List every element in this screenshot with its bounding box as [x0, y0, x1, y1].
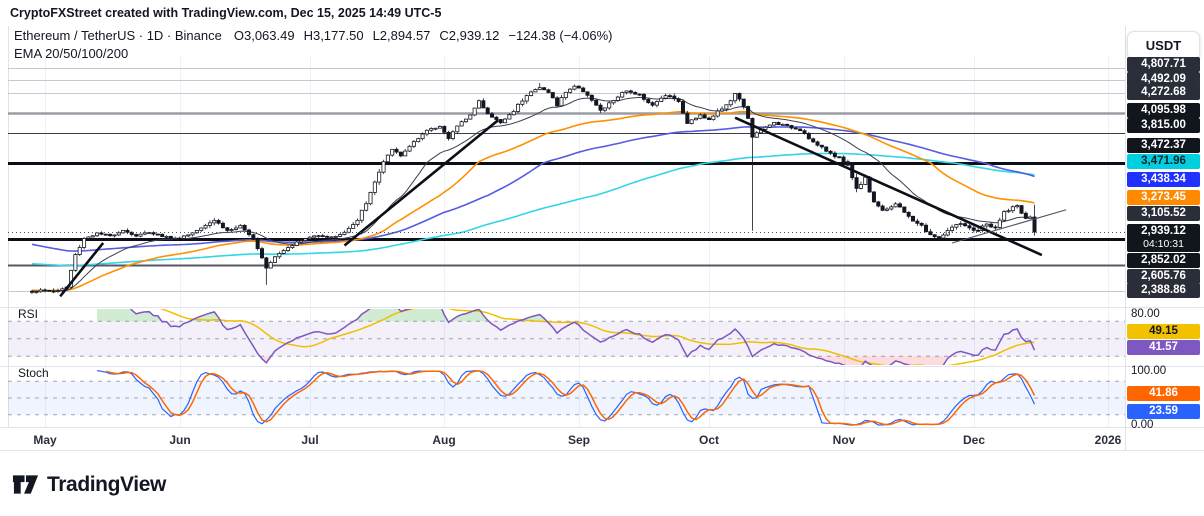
price-axis-label: 4,492.09: [1127, 72, 1200, 87]
time-axis-label: May: [33, 433, 57, 447]
price-axis-label: 2,388.86: [1127, 283, 1200, 298]
tradingview-logo-icon: [12, 475, 39, 494]
stoch-axis-label: 41.86: [1127, 386, 1200, 401]
rsi-axis-label: 80.00: [1131, 308, 1160, 320]
price-axis-label: 4,807.71: [1127, 57, 1200, 72]
ema-lines: [31, 96, 1035, 292]
rsi-pane: [8, 309, 1125, 365]
time-axis-label: Jun: [169, 433, 191, 447]
current-price-label: 2,939.12 04:10:31: [1127, 224, 1200, 252]
tradingview-footer-logo[interactable]: TradingView: [12, 472, 166, 497]
watermark-text: CryptoFXStreet created with TradingView.…: [10, 6, 442, 20]
currency-unit-button[interactable]: USDT: [1127, 31, 1200, 60]
ema-indicator-legend[interactable]: EMA 20/50/100/200: [14, 46, 129, 61]
trendline: [343, 119, 499, 247]
price-axis-label: 3,815.00: [1127, 118, 1200, 133]
tradingview-brand-text: TradingView: [47, 472, 166, 496]
ema100-line: [31, 126, 1035, 252]
price-change: −124.38 (−4.06%): [508, 28, 613, 43]
price-axis-label: 3,438.34: [1127, 172, 1200, 187]
stoch-pane-title[interactable]: Stoch: [18, 366, 49, 380]
ohlc-open: O3,063.49: [233, 28, 295, 43]
time-axis-label: Jul: [301, 433, 319, 447]
countdown-timer: 04:10:31: [1143, 238, 1184, 250]
ema200-line: [31, 152, 1035, 267]
rsi-oversold-fill: [97, 356, 1035, 365]
rsi-axis-label: 49.15: [1127, 324, 1200, 339]
symbol-legend[interactable]: Ethereum / TetherUS · 1D · Binance O3,06…: [14, 28, 613, 43]
candlestick-series: [29, 83, 1037, 294]
price-axis-label: 2,605.76: [1127, 269, 1200, 284]
trendline: [951, 209, 1067, 244]
stoch-axis-label: 0.00: [1131, 419, 1154, 431]
ohlc-high: H3,177.50: [303, 28, 364, 43]
stoch-pane: [8, 370, 1125, 426]
ema50-line: [31, 110, 1035, 292]
rsi-line: [129, 309, 1036, 365]
time-axis-label: Dec: [962, 433, 985, 447]
stoch-axis-label: 23.59: [1127, 404, 1200, 419]
symbol-title[interactable]: Ethereum / TetherUS · 1D · Binance: [14, 28, 222, 43]
time-axis-label: Oct: [698, 433, 719, 447]
price-axis-label: 2,852.02: [1127, 253, 1200, 268]
price-level-lines: [8, 68, 1125, 292]
time-axis-label: Nov: [832, 433, 856, 447]
ohlc-low: L2,894.57: [372, 28, 431, 43]
rsi-overbought-fill: [97, 309, 1035, 322]
trendline: [734, 116, 1043, 257]
rsi-axis-label: 41.57: [1127, 340, 1200, 355]
time-axis-label: 2026: [1094, 433, 1122, 447]
price-axis-label: 3,471.96: [1127, 154, 1200, 169]
price-axis-label: 3,273.45: [1127, 190, 1200, 205]
rsi-ma-line: [160, 309, 1035, 365]
price-axis-label: 4,095.98: [1127, 103, 1200, 118]
time-axis-label: Aug: [432, 433, 456, 447]
price-axis-label: 3,472.37: [1127, 138, 1200, 153]
time-axis-label: Sep: [567, 433, 590, 447]
price-axis-label: 3,105.52: [1127, 206, 1200, 221]
ema20-line: [31, 96, 1035, 292]
price-axis-label: 4,272.68: [1127, 85, 1200, 100]
stoch-d-line: [105, 370, 1036, 426]
stoch-axis-label: 100.00: [1131, 365, 1167, 377]
trendline: [59, 242, 105, 298]
trendlines[interactable]: [59, 116, 1067, 298]
ohlc-close: C2,939.12: [439, 28, 500, 43]
rsi-pane-title[interactable]: RSI: [18, 307, 39, 321]
